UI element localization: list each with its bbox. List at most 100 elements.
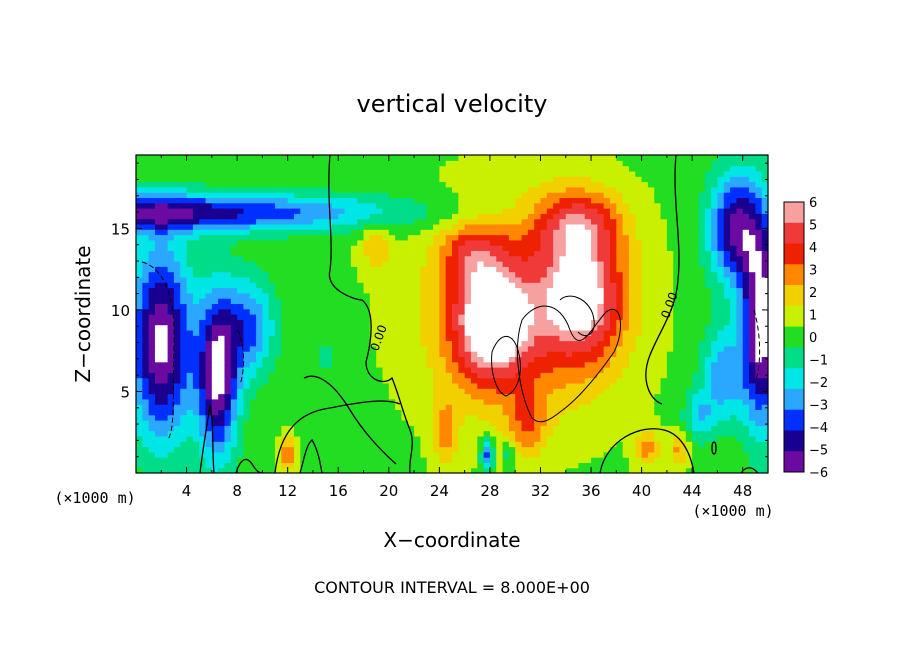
field-cell (249, 361, 257, 368)
field-cell (192, 298, 200, 304)
field-cell (268, 425, 276, 432)
field-cell (673, 271, 681, 278)
field-cell (489, 467, 497, 473)
field-cell (300, 345, 308, 352)
field-cell (565, 282, 573, 289)
field-cell (338, 351, 346, 357)
field-cell (357, 234, 365, 241)
field-cell (401, 218, 409, 225)
field-cell (616, 213, 624, 220)
field-cell (723, 261, 731, 267)
field-cell (268, 388, 276, 395)
field-cell (483, 435, 491, 442)
field-cell (407, 282, 415, 289)
field-cell (464, 356, 472, 363)
field-cell (154, 420, 162, 426)
field-cell (698, 266, 706, 273)
field-cell (154, 441, 162, 448)
field-cell (749, 271, 756, 278)
field-cell (723, 245, 731, 251)
field-cell (610, 335, 617, 342)
field-cell (470, 308, 478, 315)
field-cell (154, 467, 162, 473)
field-cell (363, 420, 371, 426)
field-cell (249, 329, 257, 336)
field-cell (237, 356, 245, 363)
field-cell (654, 367, 662, 373)
field-cell (287, 223, 295, 230)
field-cell (268, 340, 276, 347)
field-cell (388, 393, 396, 400)
field-cell (319, 393, 327, 400)
field-cell (325, 457, 333, 463)
field-cell (401, 314, 409, 320)
field-cell (711, 261, 719, 267)
field-cell (388, 298, 396, 304)
field-cell (704, 287, 712, 294)
field-cell (477, 213, 485, 220)
field-cell (205, 276, 213, 283)
field-cell (527, 441, 535, 448)
field-cell (666, 255, 674, 262)
field-cell (654, 329, 662, 336)
field-cell (654, 213, 662, 220)
field-cell (736, 223, 744, 230)
field-cell (161, 287, 169, 294)
field-cell (654, 261, 662, 267)
field-cell (281, 372, 289, 379)
field-cell (281, 213, 289, 220)
field-cell (761, 393, 768, 400)
field-cell (256, 382, 263, 389)
field-cell (755, 239, 763, 246)
field-cell (603, 298, 611, 304)
field-cell (502, 457, 510, 463)
field-cell (464, 245, 472, 251)
field-cell (622, 314, 630, 320)
field-cell (673, 282, 681, 289)
field-cell (572, 276, 579, 283)
field-cell (199, 361, 207, 368)
field-cell (452, 398, 459, 405)
field-cell (439, 393, 447, 400)
field-cell (262, 340, 270, 347)
field-cell (306, 282, 314, 289)
field-cell (287, 345, 295, 352)
field-cell (489, 255, 497, 262)
field-cell (502, 239, 510, 246)
field-cell (553, 229, 561, 236)
field-cell (761, 409, 768, 416)
field-cell (363, 276, 371, 283)
field-cell (470, 356, 478, 363)
field-cell (641, 409, 649, 416)
field-cell (452, 361, 459, 368)
field-cell (742, 340, 750, 347)
field-cell (439, 271, 447, 278)
field-cell (591, 382, 598, 389)
field-cell (584, 393, 592, 400)
field-cell (173, 250, 181, 257)
field-cell (376, 298, 384, 304)
field-cell (287, 271, 295, 278)
field-cell (666, 287, 674, 294)
field-cell (325, 414, 333, 421)
field-cell (704, 308, 712, 315)
field-cell (666, 409, 674, 416)
field-cell (679, 324, 687, 331)
field-cell (344, 425, 352, 432)
field-cell (521, 441, 529, 448)
field-cell (275, 255, 282, 262)
field-cell (635, 276, 643, 283)
field-cell (477, 361, 485, 368)
field-cell (433, 229, 440, 236)
field-cell (256, 404, 263, 410)
field-cell (433, 457, 440, 463)
field-cell (515, 356, 523, 363)
field-cell (685, 382, 693, 389)
field-cell (325, 361, 333, 368)
field-cell (698, 451, 706, 458)
field-cell (679, 303, 687, 310)
field-cell (445, 361, 453, 368)
field-cell (218, 388, 226, 395)
field-cell (546, 467, 554, 473)
field-cell (616, 388, 624, 395)
